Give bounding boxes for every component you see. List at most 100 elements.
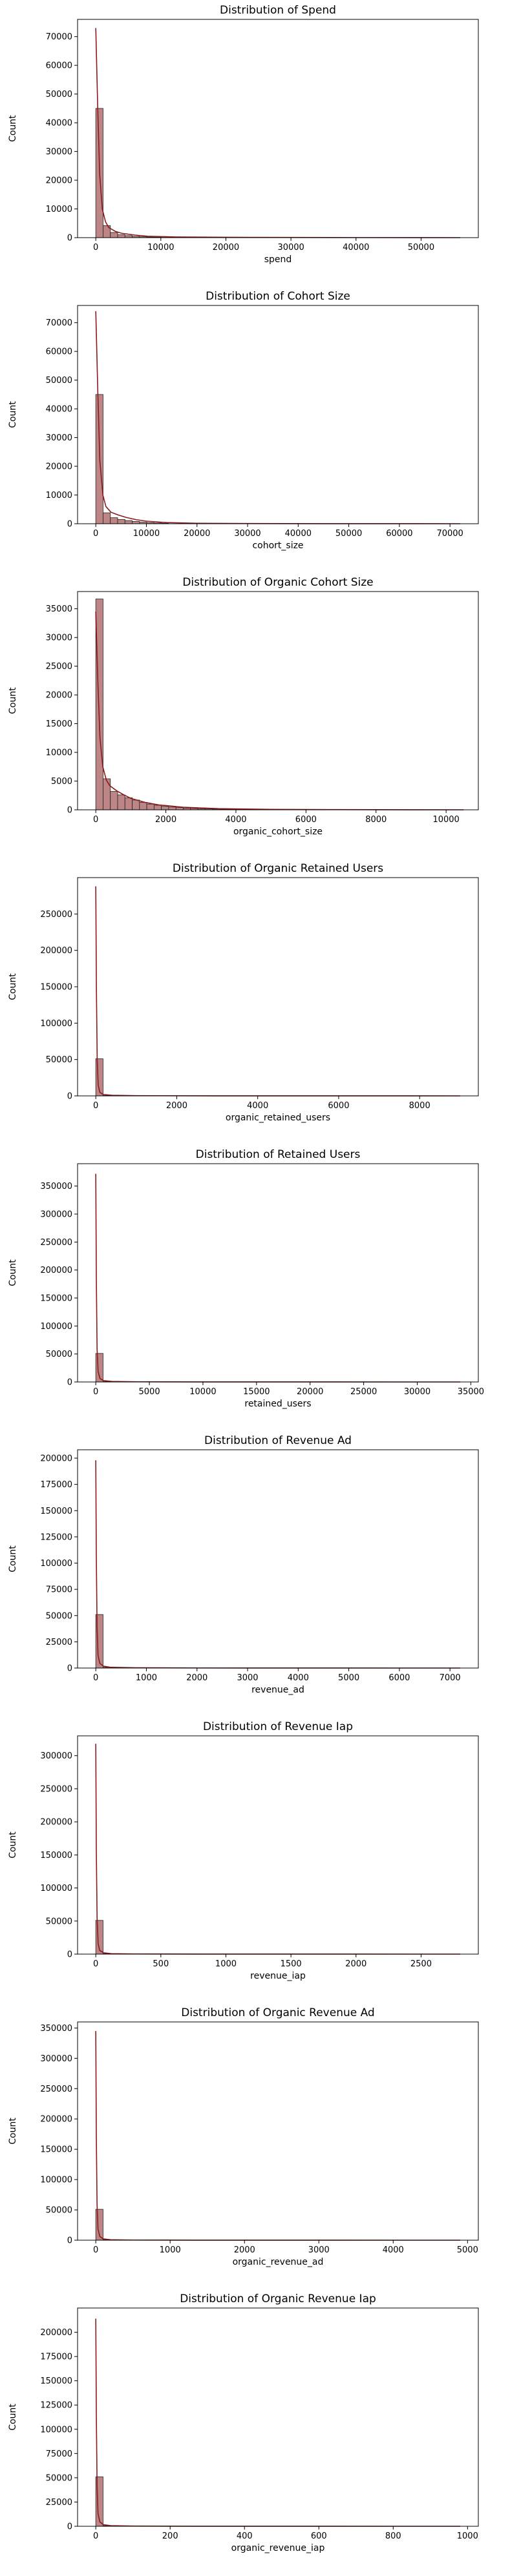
histogram-bar <box>146 803 154 810</box>
y-tick-label: 200000 <box>40 1818 72 1828</box>
y-tick-label: 40000 <box>46 119 72 129</box>
x-tick-label: 2500 <box>410 1959 432 1969</box>
histogram-bar <box>110 517 118 524</box>
y-tick-label: 0 <box>67 234 72 243</box>
x-tick-label: 50000 <box>335 529 362 539</box>
x-tick-label: 600 <box>311 2531 327 2541</box>
y-tick-label: 20000 <box>46 462 72 472</box>
y-tick-label: 10000 <box>46 748 72 758</box>
y-axis-label: Count <box>8 1259 18 1286</box>
y-tick-label: 40000 <box>46 405 72 415</box>
histogram-panel: Distribution of Organic Retained Users 0 2… <box>8 862 479 1123</box>
x-tick-label: 30000 <box>234 529 260 539</box>
x-axis-label: revenue_ad <box>251 1685 304 1695</box>
x-tick-label: 50000 <box>408 243 434 252</box>
y-tick-label: 50000 <box>46 1055 72 1065</box>
chart-title: Distribution of Revenue Ad <box>204 1434 352 1447</box>
y-tick-label: 50000 <box>46 1350 72 1359</box>
y-axis-label: Count <box>8 1831 18 1859</box>
y-tick-label: 300000 <box>40 1751 72 1761</box>
x-tick-label: 2000 <box>166 1101 187 1111</box>
y-tick-label: 200000 <box>40 1454 72 1464</box>
x-tick-label: 5000 <box>338 1673 359 1683</box>
y-tick-label: 100000 <box>40 1019 72 1029</box>
y-tick-label: 0 <box>67 520 72 530</box>
histogram-bar <box>161 806 169 810</box>
histogram-bar <box>175 807 184 810</box>
x-tick-label: 1000 <box>136 1673 157 1683</box>
chart-title: Distribution of Revenue Iap <box>203 1720 353 1733</box>
y-tick-label: 25000 <box>46 2498 72 2508</box>
plot-frame <box>77 19 479 238</box>
x-tick-label: 6000 <box>328 1101 349 1111</box>
y-tick-label: 350000 <box>40 1182 72 1191</box>
plot-frame <box>77 1163 479 1383</box>
y-tick-label: 30000 <box>46 433 72 443</box>
y-tick-label: 175000 <box>40 1480 72 1490</box>
y-tick-label: 70000 <box>46 318 72 328</box>
kde-curve <box>95 1460 460 1669</box>
chart-title: Distribution of Retained Users <box>196 1148 361 1161</box>
x-tick-label: 0 <box>93 529 98 539</box>
x-tick-label: 0 <box>93 815 98 825</box>
chart-title: Distribution of Organic Revenue Iap <box>180 2293 376 2305</box>
x-tick-label: 15000 <box>243 1387 270 1397</box>
x-tick-label: 3000 <box>308 2245 330 2255</box>
y-tick-label: 15000 <box>46 719 72 729</box>
histogram-panel: Distribution of Cohort Size 0 10000 20000 30… <box>8 290 479 551</box>
x-tick-label: 500 <box>153 1959 169 1969</box>
x-tick-label: 30000 <box>277 243 304 252</box>
kde-curve <box>95 1744 460 1955</box>
y-tick-label: 0 <box>67 2522 72 2532</box>
histogram-bar <box>132 521 140 524</box>
histogram-bar <box>153 805 162 810</box>
y-tick-label: 0 <box>67 1378 72 1388</box>
x-tick-label: 0 <box>93 1387 98 1397</box>
y-tick-label: 0 <box>67 1664 72 1674</box>
x-axis-label: organic_revenue_iap <box>231 2543 325 2553</box>
x-tick-label: 4000 <box>288 1673 309 1683</box>
y-tick-label: 250000 <box>40 1784 72 1794</box>
y-tick-label: 200000 <box>40 946 72 956</box>
y-axis-label: Count <box>8 401 18 428</box>
y-tick-label: 150000 <box>40 2376 72 2386</box>
histogram-panel: Distribution of Revenue Ad 0 1000 2000 3000 4… <box>8 1434 479 1695</box>
y-tick-label: 30000 <box>46 634 72 643</box>
y-axis-label: Count <box>8 2117 18 2145</box>
y-tick-label: 35000 <box>46 604 72 614</box>
y-tick-label: 150000 <box>40 2145 72 2155</box>
y-tick-label: 50000 <box>46 90 72 99</box>
y-tick-label: 0 <box>67 1092 72 1102</box>
kde-curve <box>95 886 460 1097</box>
y-tick-label: 50000 <box>46 1917 72 1926</box>
y-tick-label: 70000 <box>46 32 72 42</box>
histogram-bar <box>124 797 133 810</box>
y-tick-label: 125000 <box>40 2401 72 2411</box>
y-tick-label: 300000 <box>40 2054 72 2064</box>
histogram-bar <box>117 794 125 810</box>
histogram-panel: Distribution of Revenue Iap 0 500 1000 1500 2… <box>8 1720 479 1981</box>
y-tick-label: 0 <box>67 2236 72 2246</box>
y-tick-label: 200000 <box>40 2328 72 2338</box>
y-tick-label: 0 <box>67 806 72 816</box>
x-tick-label: 1000 <box>160 2245 181 2255</box>
histogram-bar <box>117 519 125 524</box>
x-tick-label: 2000 <box>186 1673 207 1683</box>
y-tick-label: 0 <box>67 1950 72 1960</box>
y-tick-label: 20000 <box>46 176 72 186</box>
plot-frame <box>77 2021 479 2241</box>
x-tick-label: 800 <box>385 2531 401 2541</box>
x-tick-label: 2000 <box>345 1959 367 1969</box>
y-tick-label: 200000 <box>40 1266 72 1275</box>
histogram-bar <box>117 234 125 238</box>
kde-curve <box>95 612 464 810</box>
y-tick-label: 100000 <box>40 1322 72 1332</box>
histogram-panel: Distribution of Organic Revenue Iap 0 200 4… <box>8 2293 479 2553</box>
x-tick-label: 4000 <box>383 2245 404 2255</box>
y-tick-label: 20000 <box>46 691 72 701</box>
y-tick-label: 125000 <box>40 1532 72 1542</box>
x-tick-label: 0 <box>93 1959 98 1969</box>
x-tick-label: 400 <box>237 2531 253 2541</box>
histogram-panel: Distribution of Spend 0 10000 20000 30000 400… <box>8 4 479 265</box>
